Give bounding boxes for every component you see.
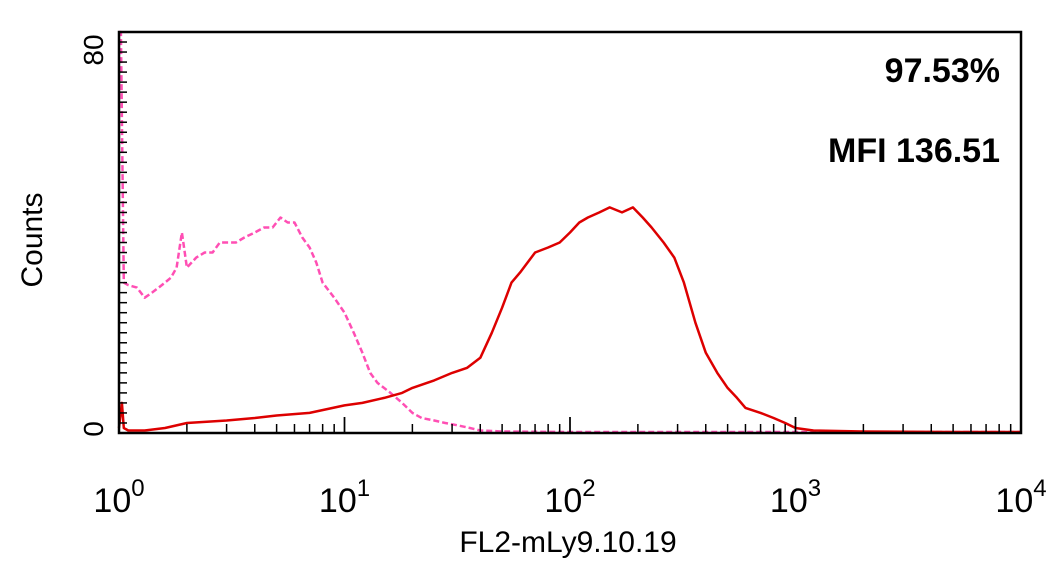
series-sample-line <box>117 206 1021 434</box>
x-axis-label: FL2-mLy9.10.19 <box>459 526 676 559</box>
y-tick-label: 80 <box>78 34 109 65</box>
y-minor-ticks <box>119 31 133 434</box>
x-tick-exponent: 4 <box>1033 475 1046 502</box>
series-control-line <box>119 30 1021 434</box>
x-minor-ticks <box>118 417 1022 433</box>
x-tick-exponent: 2 <box>582 475 595 502</box>
x-tick-exponent: 0 <box>131 475 144 502</box>
x-tick-label: 103 <box>770 475 821 520</box>
x-tick-label: 102 <box>544 475 595 520</box>
series-layer <box>117 30 1021 434</box>
y-tick-labels: 0 80 <box>78 34 109 436</box>
x-tick-exponent: 1 <box>357 475 370 502</box>
x-tick-exponent: 3 <box>808 475 821 502</box>
y-axis-label: Counts <box>16 192 49 287</box>
x-tick-base: 10 <box>544 482 582 520</box>
x-tick-labels: 100 101 102 103 104 <box>93 475 1046 520</box>
y-tick-label: 0 <box>78 421 109 437</box>
x-tick-base: 10 <box>319 482 357 520</box>
x-tick-base: 10 <box>93 482 131 520</box>
x-tick-base: 10 <box>770 482 808 520</box>
x-tick-label: 104 <box>995 475 1046 520</box>
x-tick-base: 10 <box>995 482 1033 520</box>
mfi-annotation: MFI 136.51 <box>828 132 1000 170</box>
x-tick-label: 101 <box>319 475 370 520</box>
percent-annotation: 97.53% <box>885 52 1000 90</box>
x-tick-label: 100 <box>93 475 144 520</box>
